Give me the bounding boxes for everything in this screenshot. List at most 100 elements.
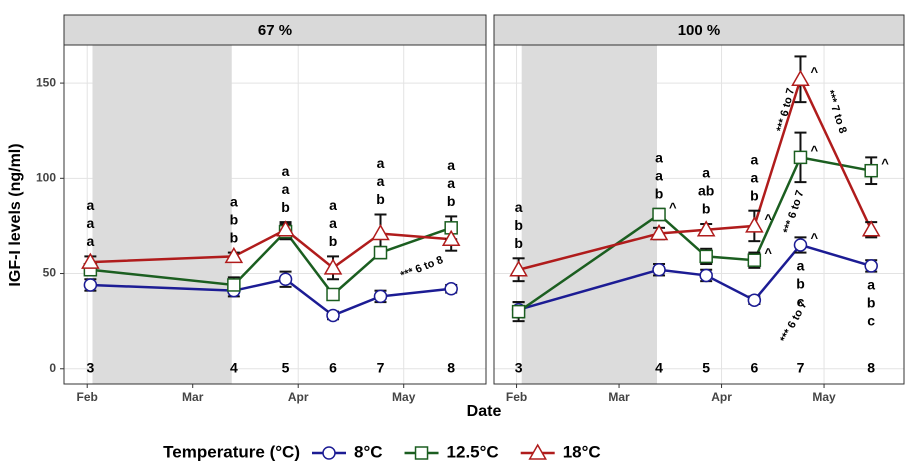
marker [278,272,293,287]
marker [224,246,244,264]
marker [864,259,878,273]
group-letter: b [867,294,876,310]
group-letter: a [86,233,94,249]
marker [649,224,669,241]
sample-label: 5 [702,359,710,375]
y-tick-label: 0 [49,361,56,375]
marker [276,220,295,237]
marker [371,224,390,241]
marker [745,216,764,233]
group-letter: a [655,149,663,165]
x-tick-label: Mar [608,390,630,404]
sample-label: 3 [515,359,523,375]
significance-mark: ^ [881,156,889,171]
sample-label: 4 [655,359,663,375]
group-letter: b [514,217,523,233]
group-letter: ab [698,183,714,199]
panel-border [63,44,487,385]
shaded-period [521,45,657,384]
sample-label: 7 [377,359,385,375]
marker [699,249,713,264]
panel-border [493,44,905,385]
group-letter: c [867,312,875,328]
group-letter: a [230,193,238,209]
marker [699,268,713,283]
group-letter: b [514,235,523,251]
sample-label: 8 [867,359,875,375]
significance-mark: ^ [764,211,772,226]
y-axis-label: IGF-I levels (ng/ml) [7,143,24,286]
sample-label: 8 [447,359,455,375]
group-letter: a [86,197,94,213]
marker [83,278,98,292]
marker [326,308,340,323]
marker [864,163,878,178]
group-letter: b [376,191,385,207]
group-letter: b [230,229,239,245]
legend-label: 18°C [563,442,601,461]
group-letter: a [515,199,523,215]
strip [493,14,905,46]
x-tick-label: Feb [506,390,527,404]
group-letter: b [702,201,711,217]
series-line [518,75,873,271]
marker [511,304,526,319]
group-letter: a [329,197,337,213]
marker [414,446,429,460]
marker [652,262,666,277]
legend-label: 8°C [354,442,383,461]
marker [373,245,388,260]
y-tick-label: 150 [36,75,56,89]
marker [81,252,100,269]
group-letter: a [377,155,385,171]
series-line [90,228,452,270]
group-letter: a [447,175,455,191]
significance-mark: ^ [764,246,772,261]
sample-label: 6 [750,359,758,375]
x-tick-label: Mar [182,390,204,404]
marker [441,229,461,247]
sample-label: 5 [282,359,290,375]
shaded-period [92,45,232,384]
group-letter: a [282,181,290,197]
series-line [90,226,452,297]
marker [444,282,458,296]
group-letter: b [796,275,805,291]
x-axis-label: Date [467,403,502,420]
group-letter: b [281,199,290,215]
x-tick-label: Apr [711,390,732,404]
x-tick-label: Apr [288,390,309,404]
marker [322,446,336,460]
facet-title: 67 % [258,22,292,39]
facet-title: 100 % [678,22,721,39]
group-letter: a [702,165,710,181]
marker [791,69,810,87]
marker [373,289,388,304]
sample-label: 3 [86,359,94,375]
group-letter: a [750,169,758,185]
group-letter: b [329,233,338,249]
sample-label: 7 [797,359,805,375]
marker [793,150,808,165]
significance-mark: ^ [669,200,677,215]
marker [861,220,881,237]
marker [747,253,762,267]
marker [696,220,716,237]
group-letter: a [867,276,875,292]
significance-mark: ^ [810,65,818,80]
group-letter: b [230,211,239,227]
y-tick-label: 100 [36,170,56,184]
group-letter: b [655,185,664,201]
group-letter: a [655,167,663,183]
marker [227,278,241,292]
marker [323,258,343,275]
x-tick-label: May [812,390,836,404]
marker [747,293,762,307]
group-letter: a [329,215,337,231]
sample-label: 6 [329,359,337,375]
x-tick-label: Feb [77,390,98,404]
group-letter: a [377,173,385,189]
group-letter: b [447,193,456,209]
